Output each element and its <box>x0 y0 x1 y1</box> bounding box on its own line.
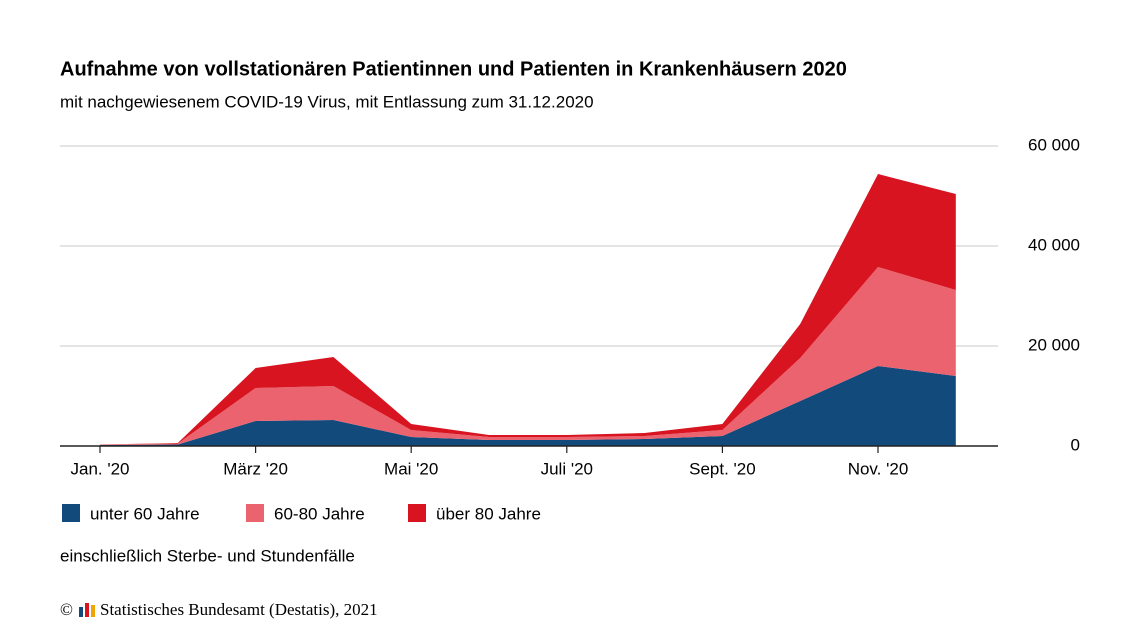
chart-title: Aufnahme von vollstationären Patientinne… <box>60 58 847 80</box>
note: einschließlich Sterbe- und Stundenfälle <box>60 546 355 565</box>
x-tick-label: Nov. '20 <box>848 459 909 478</box>
y-tick-label: 20 000 <box>1028 335 1080 354</box>
x-tick-label: Mai '20 <box>384 459 438 478</box>
source: Statistisches Bundesamt (Destatis), 2021 <box>100 600 378 619</box>
copyright: © <box>60 600 73 619</box>
y-tick-label: 60 000 <box>1028 135 1080 154</box>
area <box>100 267 956 445</box>
chart-subtitle: mit nachgewiesenem COVID-19 Virus, mit E… <box>60 92 594 111</box>
legend-swatch <box>246 504 264 522</box>
x-tick-label: Juli '20 <box>541 459 593 478</box>
y-tick-label: 0 <box>1071 435 1080 454</box>
legend-swatch <box>408 504 426 522</box>
x-tick-label: März '20 <box>223 459 288 478</box>
logo <box>79 603 95 617</box>
legend-label: unter 60 Jahre <box>90 504 200 523</box>
legend-label: 60-80 Jahre <box>274 504 365 523</box>
x-tick-label: Jan. '20 <box>70 459 129 478</box>
legend-label: über 80 Jahre <box>436 504 541 523</box>
area <box>100 366 956 446</box>
x-tick-label: Sept. '20 <box>689 459 756 478</box>
area <box>100 174 956 445</box>
legend-swatch <box>62 504 80 522</box>
y-tick-label: 40 000 <box>1028 235 1080 254</box>
